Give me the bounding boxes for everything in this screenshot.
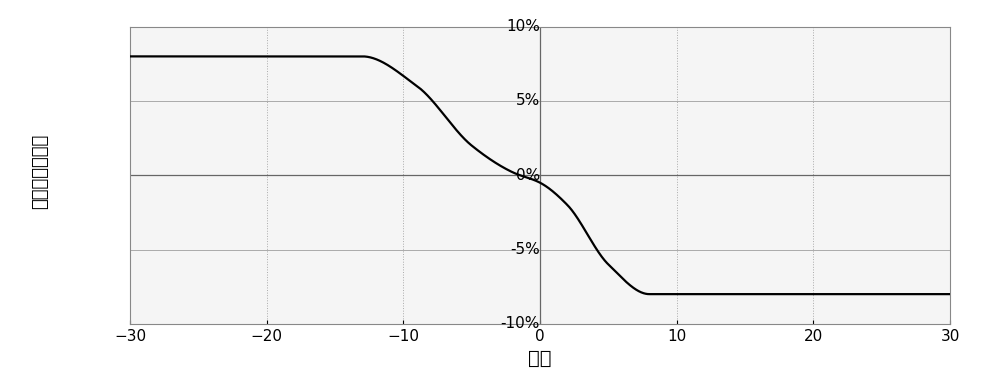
Text: 10%: 10% <box>506 19 540 34</box>
X-axis label: 频差: 频差 <box>528 349 552 368</box>
Text: 0%: 0% <box>516 168 540 183</box>
Text: 5%: 5% <box>516 93 540 109</box>
Text: -5%: -5% <box>510 242 540 257</box>
Text: -10%: -10% <box>501 316 540 331</box>
Text: 额定功率百分数: 额定功率百分数 <box>31 134 49 209</box>
